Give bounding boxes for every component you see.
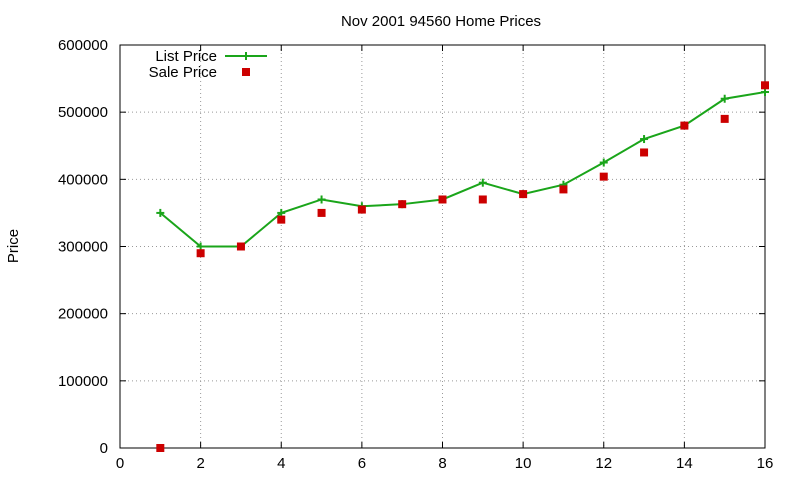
sale-price-point bbox=[559, 185, 568, 194]
y-tick-label: 100000 bbox=[58, 373, 108, 390]
sale-price-point bbox=[357, 205, 366, 214]
legend-label-sale-price: Sale Price bbox=[149, 64, 217, 81]
list-price-point bbox=[640, 135, 649, 144]
y-axis: 0 100000 200000 300000 400000 500000 600000 bbox=[58, 37, 765, 457]
chart-title: Nov 2001 94560 Home Prices bbox=[341, 13, 541, 30]
x-tick-label: 0 bbox=[116, 455, 124, 472]
legend-marker-list-price bbox=[242, 52, 250, 60]
sale-price-point bbox=[277, 215, 286, 224]
x-tick-label: 4 bbox=[277, 455, 285, 472]
list-price-point bbox=[761, 88, 769, 97]
x-tick-label: 6 bbox=[358, 455, 366, 472]
x-axis: 0 2 4 6 8 10 12 14 16 bbox=[116, 45, 774, 472]
sale-price-point bbox=[761, 81, 769, 90]
y-tick-label: 0 bbox=[100, 440, 108, 457]
sale-price-point bbox=[720, 114, 729, 123]
sale-price-point bbox=[640, 148, 649, 157]
y-tick-label: 200000 bbox=[58, 306, 108, 323]
sale-price-point bbox=[680, 121, 689, 130]
y-tick-label: 400000 bbox=[58, 171, 108, 188]
x-tick-label: 12 bbox=[595, 455, 612, 472]
y-axis-label: Price bbox=[5, 229, 22, 263]
legend-swatch-sale-price bbox=[242, 68, 250, 76]
y-tick-label: 600000 bbox=[58, 37, 108, 54]
sale-price-point bbox=[438, 195, 447, 204]
list-price-point bbox=[196, 242, 205, 251]
list-price-point bbox=[599, 158, 608, 167]
series-layer bbox=[156, 81, 769, 452]
legend: List Price Sale Price bbox=[149, 48, 267, 81]
x-tick-label: 10 bbox=[515, 455, 532, 472]
y-tick-label: 300000 bbox=[58, 239, 108, 256]
x-tick-label: 14 bbox=[676, 455, 693, 472]
x-tick-label: 16 bbox=[757, 455, 774, 472]
x-tick-label: 2 bbox=[196, 455, 204, 472]
sale-price-point bbox=[236, 242, 245, 251]
list-price-point bbox=[720, 94, 729, 103]
list-price-point bbox=[478, 178, 487, 187]
legend-label-list-price: List Price bbox=[155, 48, 217, 65]
list-price-line bbox=[159, 91, 766, 248]
sale-price-point bbox=[398, 200, 407, 209]
list-price-point bbox=[317, 195, 326, 204]
sale-price-point bbox=[478, 195, 487, 204]
x-tick-label: 8 bbox=[438, 455, 446, 472]
sale-price-point bbox=[156, 444, 165, 452]
list-price-point bbox=[277, 208, 286, 217]
sale-price-point bbox=[599, 172, 608, 181]
sale-price-point bbox=[519, 190, 528, 199]
list-price-point bbox=[156, 208, 165, 217]
sale-price-point bbox=[196, 249, 205, 258]
sale-price-point bbox=[317, 208, 326, 217]
y-tick-label: 500000 bbox=[58, 104, 108, 121]
